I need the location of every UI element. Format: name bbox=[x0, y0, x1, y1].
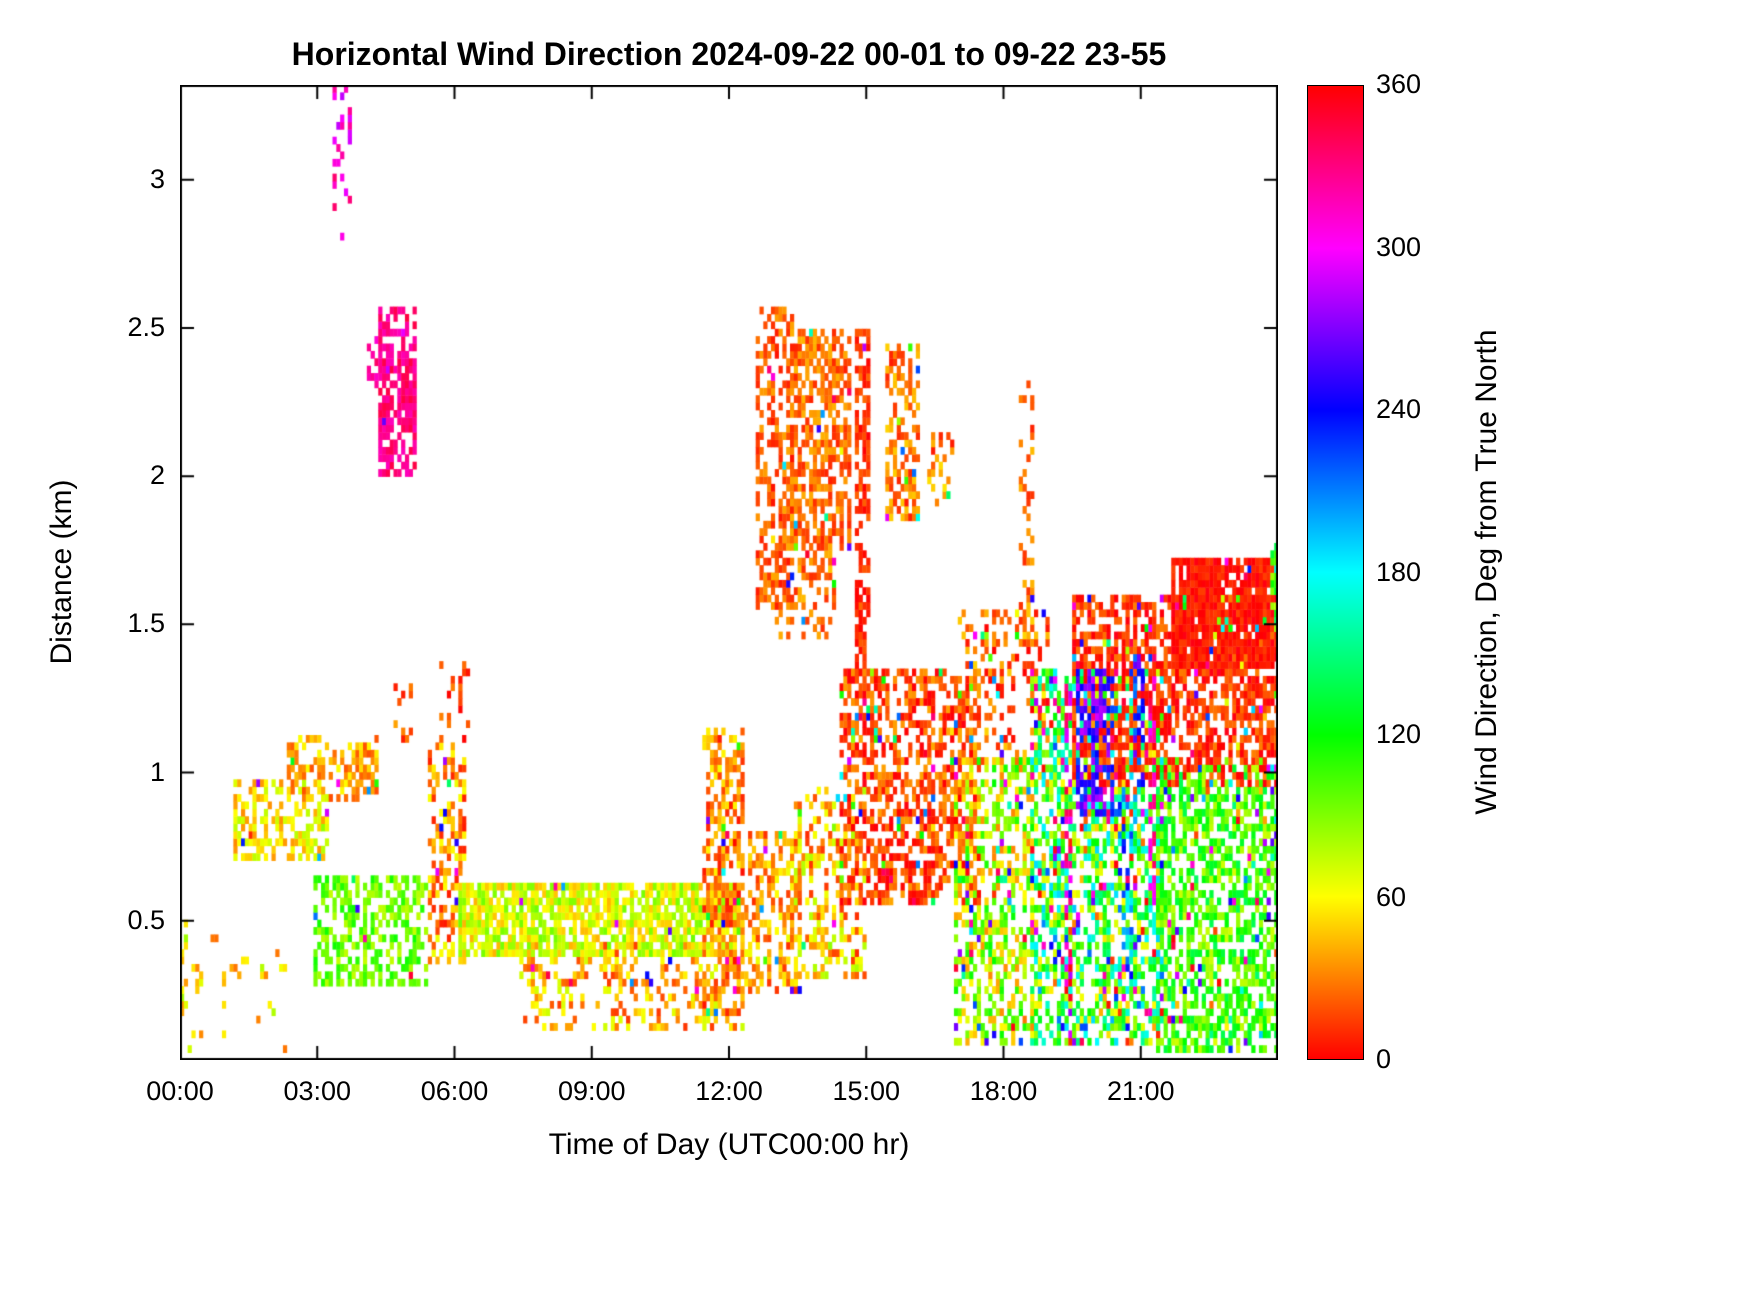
y-tick-label: 2 bbox=[149, 460, 165, 491]
y-tick-label: 0.5 bbox=[127, 904, 165, 935]
x-tick-label: 06:00 bbox=[420, 1076, 489, 1106]
y-axis-label: Distance (km) bbox=[45, 479, 78, 665]
colorbar-label: Wind Direction, Deg from True North bbox=[1470, 329, 1503, 815]
colorbar-tick-label: 300 bbox=[1376, 231, 1422, 262]
y-tick-label: 3 bbox=[149, 163, 165, 194]
x-tick-label: 12:00 bbox=[695, 1076, 763, 1106]
colorbar-tick-label: 60 bbox=[1376, 881, 1407, 912]
chart-title: Horizontal Wind Direction 2024-09-22 00-… bbox=[291, 36, 1167, 72]
colorbar-tick-label: 120 bbox=[1376, 719, 1422, 749]
x-axis-label: Time of Day (UTC00:00 hr) bbox=[548, 1128, 910, 1161]
colorbar-tick-label: 360 bbox=[1376, 69, 1422, 99]
x-tick-label: 21:00 bbox=[1106, 1076, 1175, 1106]
x-tick-label: 00:00 bbox=[146, 1076, 214, 1106]
y-tick-label: 1 bbox=[149, 756, 165, 787]
y-tick-label: 1.5 bbox=[127, 608, 165, 639]
colorbar-tick-label: 240 bbox=[1376, 394, 1422, 424]
plot-area bbox=[180, 85, 1278, 1060]
x-tick-label: 09:00 bbox=[557, 1076, 626, 1106]
x-tick-label: 15:00 bbox=[832, 1076, 901, 1106]
x-tick-label: 18:00 bbox=[969, 1076, 1038, 1106]
y-tick-label: 2.5 bbox=[127, 312, 165, 342]
x-tick-label: 03:00 bbox=[283, 1076, 352, 1106]
colorbar bbox=[1307, 85, 1364, 1060]
heatmap-canvas bbox=[180, 85, 1278, 1060]
colorbar-tick-label: 0 bbox=[1376, 1044, 1392, 1074]
colorbar-tick-label: 180 bbox=[1376, 556, 1422, 587]
